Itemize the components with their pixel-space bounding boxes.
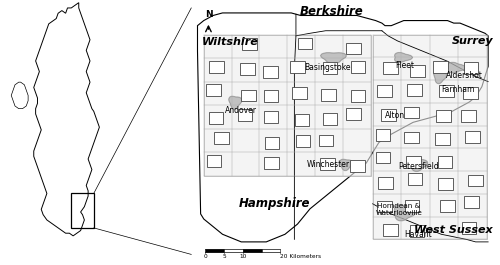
Bar [378,85,392,97]
Bar [408,173,422,185]
Text: West Sussex: West Sussex [414,226,493,235]
Bar [224,249,243,251]
Bar [292,87,307,99]
Bar [322,89,336,101]
Bar [466,131,480,143]
Bar [214,132,229,144]
Bar [372,34,486,239]
Bar [262,249,280,251]
Bar [295,114,310,126]
Bar [320,158,335,170]
Bar [204,34,371,176]
Polygon shape [340,159,352,170]
Bar [464,87,478,99]
Text: Petersfield: Petersfield [398,162,439,171]
Text: Alton: Alton [385,111,405,120]
Text: Wiltshire: Wiltshire [202,37,258,47]
Bar [264,157,278,169]
Text: 20 Kilometers: 20 Kilometers [280,254,322,259]
Bar [206,249,224,251]
Bar [208,112,223,124]
Bar [440,200,455,212]
Bar [318,135,333,146]
Bar [405,200,419,212]
Polygon shape [434,70,446,83]
Polygon shape [410,158,428,171]
Bar [461,110,475,122]
Text: Horndean &
Waterlooville: Horndean & Waterlooville [376,203,422,216]
Text: 0: 0 [204,254,207,259]
Bar [72,193,94,228]
Bar [376,129,390,141]
Bar [264,90,278,101]
Bar [404,107,419,118]
Bar [241,90,256,101]
Bar [376,152,390,164]
Bar [298,38,312,50]
Text: Aldershot: Aldershot [446,71,482,80]
Bar [323,113,338,125]
Bar [438,156,452,168]
Bar [407,84,422,96]
Bar [410,225,424,237]
Text: Farnham: Farnham [442,85,475,94]
Bar [350,61,365,73]
Bar [350,160,364,172]
Bar [290,61,305,73]
Text: Surrey: Surrey [452,36,494,46]
Bar [206,84,221,96]
Bar [438,178,453,190]
Text: Winchester: Winchester [307,160,350,169]
Text: 5: 5 [222,254,226,259]
Text: N: N [204,10,212,19]
Bar [240,63,254,75]
Polygon shape [448,63,466,73]
Bar [238,109,252,121]
Bar [296,135,310,147]
Bar [378,201,392,213]
Polygon shape [229,96,241,109]
Polygon shape [34,3,100,236]
Bar [436,111,450,122]
Bar [206,155,221,167]
Bar [440,85,454,97]
Text: Berkshire: Berkshire [300,5,364,18]
Bar [404,131,419,143]
Bar [410,65,424,77]
Bar [464,196,479,208]
Bar [264,67,278,78]
Bar [468,175,483,187]
Text: Havant: Havant [404,230,431,239]
Text: Fleet: Fleet [395,61,414,70]
Polygon shape [11,82,28,109]
Bar [384,224,398,236]
Bar [243,249,262,251]
Bar [436,133,450,145]
Text: Andover: Andover [224,106,256,115]
Polygon shape [198,13,488,242]
Bar [264,137,279,149]
Bar [346,43,361,54]
Text: 10: 10 [239,254,246,259]
Bar [462,222,476,234]
Polygon shape [394,53,412,62]
Polygon shape [394,205,415,221]
Bar [242,38,256,50]
Bar [406,156,420,168]
Bar [433,61,448,73]
Bar [350,90,365,102]
Bar [383,62,398,74]
Polygon shape [320,53,346,64]
Text: Hampshire: Hampshire [238,197,310,210]
Bar [464,63,478,74]
Text: Basingstoke: Basingstoke [304,63,350,72]
Bar [378,177,393,189]
Bar [346,108,360,120]
Bar [264,111,278,123]
Bar [381,109,396,121]
Bar [322,63,337,74]
Bar [210,61,224,73]
